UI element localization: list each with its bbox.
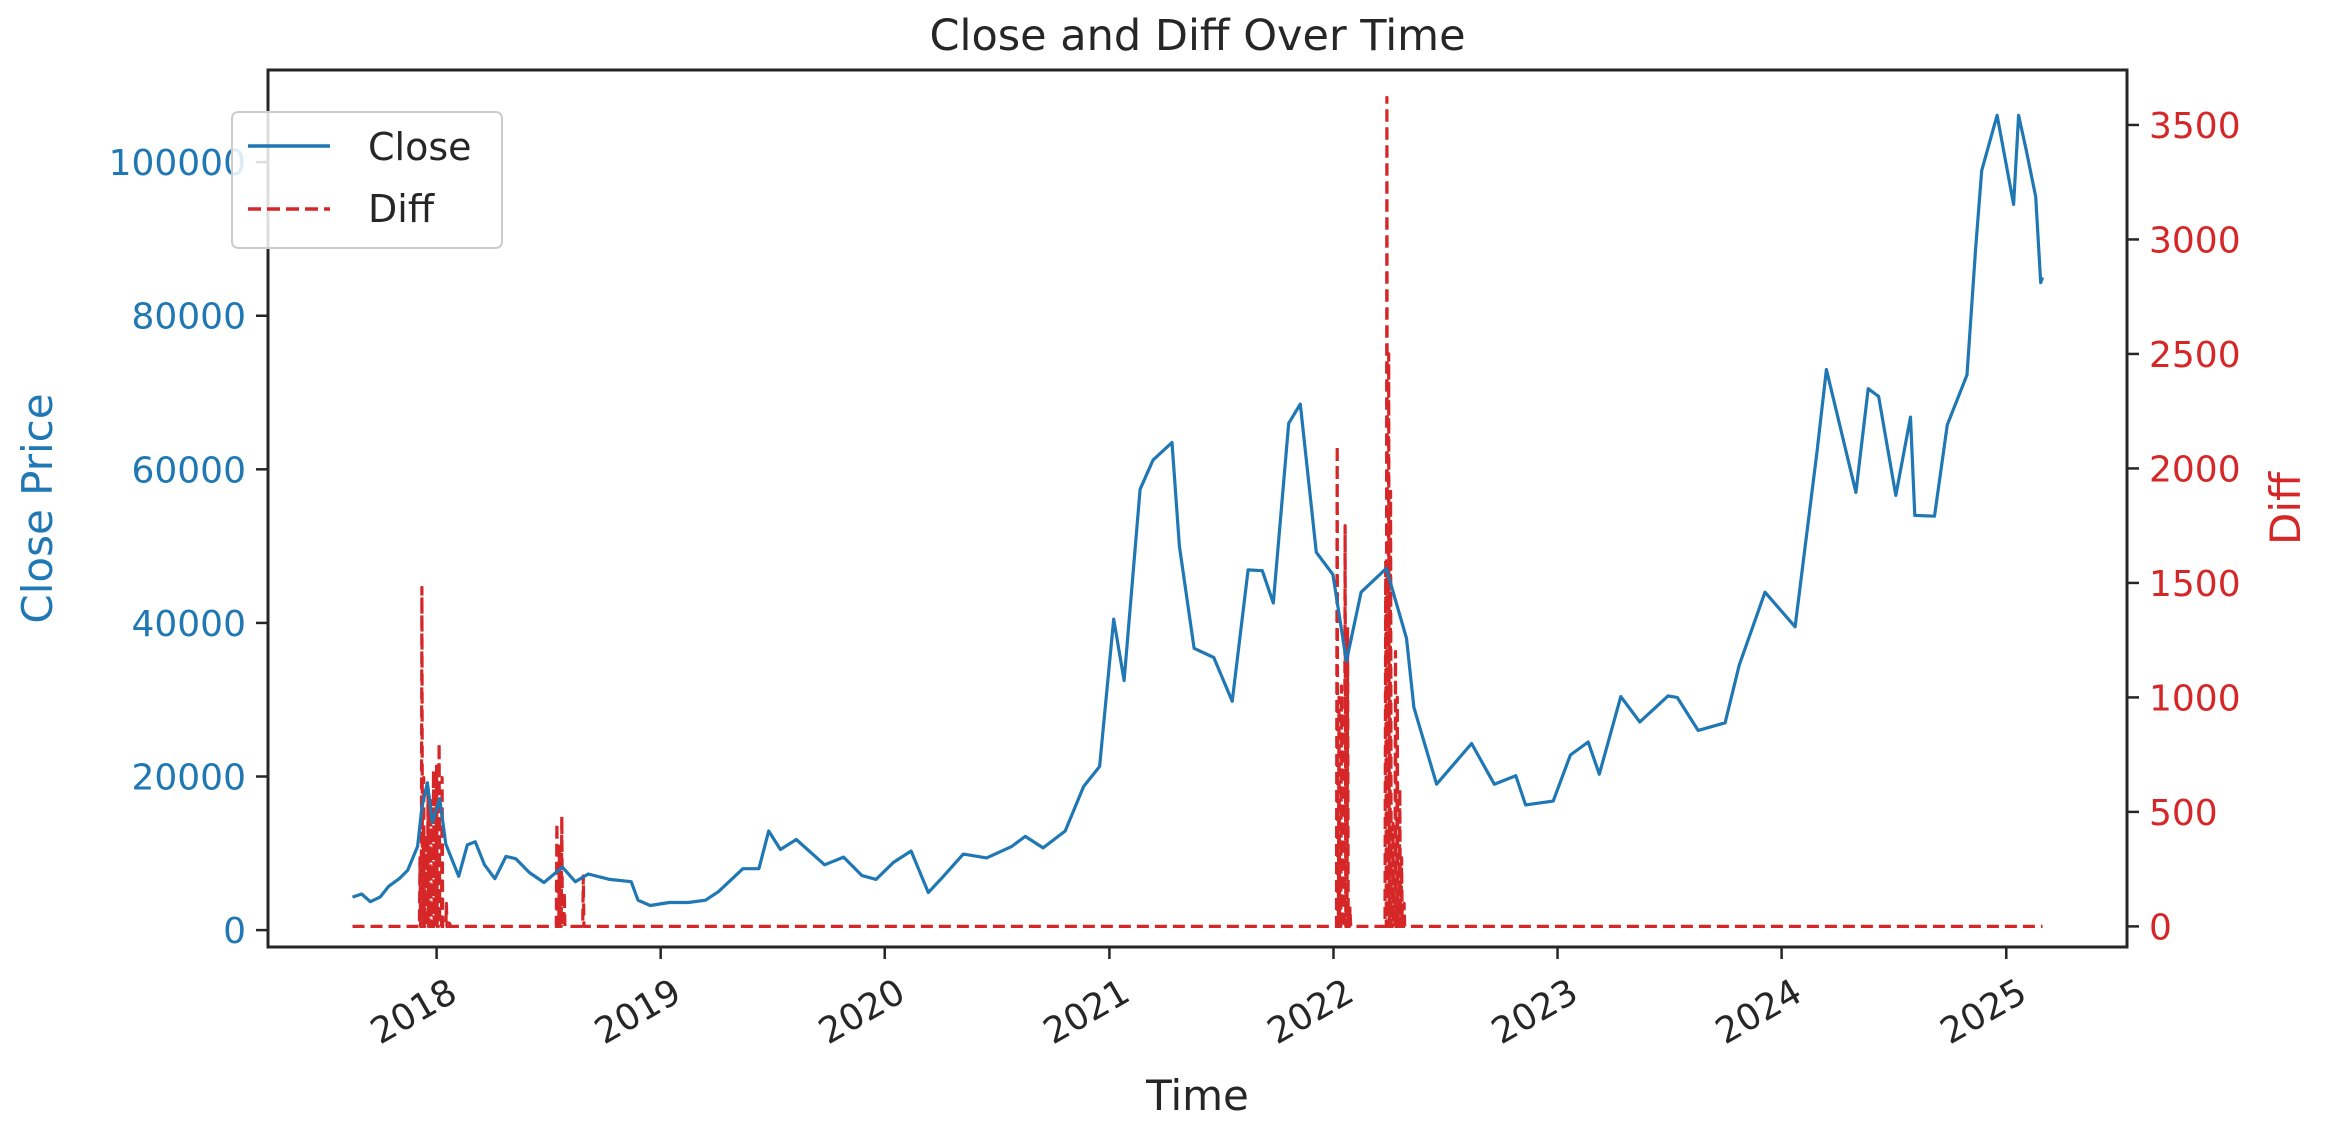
y-right-tick-label: 2500 bbox=[2149, 335, 2241, 376]
y-axis-left-ticks: 0 20000 40000 60000 80000 100000 bbox=[109, 143, 268, 952]
y-right-tick-label: 1500 bbox=[2149, 564, 2241, 605]
x-axis-title: Time bbox=[1145, 1071, 1249, 1120]
y-left-tick-label: 60000 bbox=[131, 450, 246, 491]
y-right-tick-label: 2000 bbox=[2149, 449, 2241, 490]
y-axis-right-ticks: 0 500 1000 1500 2000 2500 3000 3500 bbox=[2127, 106, 2241, 948]
chart-title: Close and Diff Over Time bbox=[929, 11, 1465, 61]
y-left-tick-label: 100000 bbox=[109, 143, 246, 184]
y-axis-right-title: Diff bbox=[2261, 471, 2310, 545]
legend-diff-label: Diff bbox=[368, 187, 435, 231]
y-right-tick-label: 0 bbox=[2149, 907, 2172, 948]
y-left-tick-label: 20000 bbox=[131, 758, 246, 799]
y-right-tick-label: 3500 bbox=[2149, 106, 2241, 147]
y-left-tick-label: 40000 bbox=[131, 604, 246, 645]
diff-series bbox=[352, 95, 2043, 929]
y-left-tick-label: 80000 bbox=[131, 297, 246, 338]
y-axis-left-title: Close Price bbox=[13, 393, 62, 623]
legend: Close Diff bbox=[231, 111, 503, 249]
diff-line bbox=[352, 95, 2043, 929]
y-right-tick-label: 1000 bbox=[2149, 678, 2241, 719]
close-line bbox=[351, 113, 2045, 908]
y-right-tick-label: 500 bbox=[2149, 793, 2218, 834]
legend-close-label: Close bbox=[368, 125, 472, 169]
y-right-tick-label: 3000 bbox=[2149, 220, 2241, 261]
close-series bbox=[351, 113, 2045, 908]
y-left-tick-label: 0 bbox=[223, 911, 246, 952]
plot-frame bbox=[266, 68, 2129, 949]
